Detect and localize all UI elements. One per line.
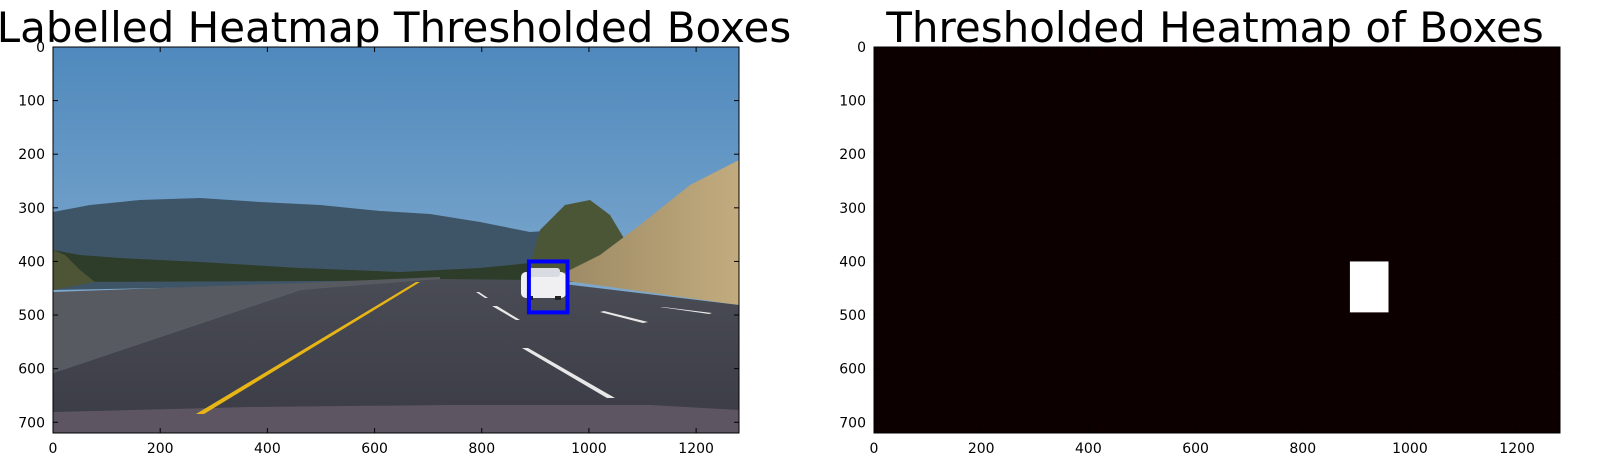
- barrier-wall: [53, 277, 440, 373]
- lane-dashes: [476, 292, 712, 398]
- y-tick-label: 500: [18, 308, 45, 324]
- y-tick-label: 0: [36, 40, 45, 56]
- x-tick-label: 200: [968, 441, 995, 457]
- x-tick-label: 600: [1182, 441, 1209, 457]
- y-tick-label: 100: [18, 94, 45, 110]
- x-tick-label: 600: [361, 441, 388, 457]
- y-tick-label: 300: [839, 201, 866, 217]
- heatmap-background: [874, 47, 1560, 433]
- detection-box: [526, 259, 570, 315]
- y-tick-label: 200: [18, 147, 45, 163]
- car-hood: [53, 405, 739, 433]
- x-tick-label: 800: [468, 441, 495, 457]
- y-tick-label: 100: [839, 94, 866, 110]
- axes-frame: [873, 46, 1561, 434]
- x-tick-label: 800: [1289, 441, 1316, 457]
- hot-region: [1349, 261, 1389, 313]
- heatmap-hot-regions: [1349, 261, 1389, 313]
- y-tick-label: 400: [18, 254, 45, 270]
- chart-title: Labelled Heatmap Thresholded Boxes: [0, 3, 791, 52]
- axis-ticks: 0 200 400 600 800 1000 1200 0 100 200 300 400 500 600…: [18, 40, 739, 457]
- x-tick-label: 400: [1075, 441, 1102, 457]
- bushes-left: [53, 250, 95, 290]
- y-tick-label: 700: [839, 415, 866, 431]
- x-tick-label: 1200: [1499, 441, 1535, 457]
- x-tick-label: 1000: [571, 441, 607, 457]
- hillside: [560, 160, 739, 305]
- x-tick-label: 1000: [1392, 441, 1428, 457]
- y-tick-label: 600: [18, 362, 45, 378]
- chart-title: Thresholded Heatmap of Boxes: [885, 3, 1543, 52]
- y-tick-label: 700: [18, 415, 45, 431]
- y-tick-label: 300: [18, 201, 45, 217]
- yellow-lane-line: [196, 282, 420, 414]
- x-tick-label: 400: [254, 441, 281, 457]
- y-tick-label: 0: [857, 40, 866, 56]
- x-tick-label: 200: [147, 441, 174, 457]
- axes-frame: [52, 46, 740, 434]
- trees-left: [53, 250, 590, 282]
- y-tick-label: 400: [839, 254, 866, 270]
- axis-ticks: 0 200 400 600 800 1000 1200 0 100 200 300 400 500 600…: [839, 40, 1560, 457]
- road: [53, 279, 739, 433]
- y-tick-label: 200: [839, 147, 866, 163]
- x-tick-label: 0: [49, 441, 58, 457]
- y-tick-label: 500: [839, 308, 866, 324]
- x-tick-label: 0: [870, 441, 879, 457]
- panel-left: Labelled Heatmap Thresholded Boxes: [0, 3, 791, 457]
- road-photo: [53, 47, 739, 433]
- panel-right: Thresholded Heatmap of Boxes 0 200 400 600 8…: [839, 3, 1561, 457]
- x-tick-label: 1200: [678, 441, 714, 457]
- y-tick-label: 600: [839, 362, 866, 378]
